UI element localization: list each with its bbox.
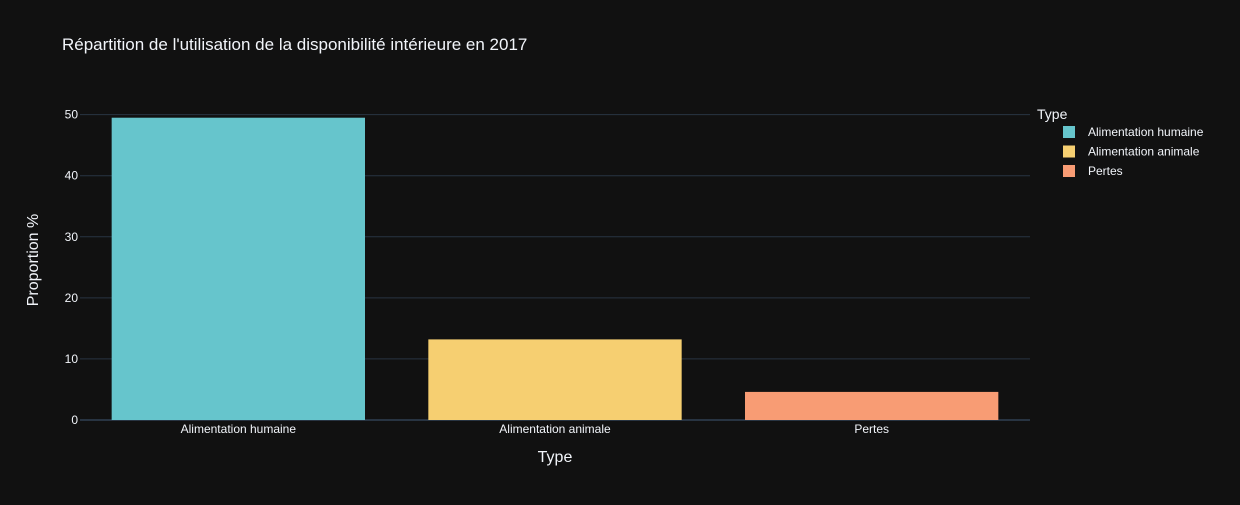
legend[interactable]: Type Alimentation humaine Alimentation an… — [1037, 106, 1204, 178]
y-tick-label: 10 — [65, 352, 79, 366]
y-tick-label: 20 — [65, 291, 79, 305]
y-tick-label: 30 — [65, 230, 79, 244]
x-tick-labels: Alimentation humaine Alimentation animale… — [181, 422, 889, 436]
legend-item-label: Alimentation animale — [1088, 145, 1200, 159]
legend-swatch — [1063, 126, 1075, 138]
bar — [428, 339, 682, 420]
legend-item-label: Alimentation humaine — [1088, 125, 1204, 139]
x-tick-label: Alimentation animale — [499, 422, 611, 436]
y-tick-label: 40 — [65, 169, 79, 183]
x-tick-label: Alimentation humaine — [181, 422, 297, 436]
bars — [111, 117, 999, 420]
x-axis-title: Type — [538, 449, 573, 466]
x-tick-label: Pertes — [854, 422, 889, 436]
legend-swatch — [1063, 165, 1075, 177]
y-axis-title: Proportion % — [25, 214, 42, 307]
bar — [745, 391, 999, 420]
y-tick-label: 0 — [71, 413, 78, 427]
y-tick-labels: 0 10 20 30 40 50 — [65, 108, 79, 427]
legend-swatch — [1063, 145, 1075, 158]
y-tick-label: 50 — [65, 108, 79, 122]
legend-title: Type — [1037, 106, 1068, 122]
bar — [111, 117, 366, 420]
chart-title: Répartition de l'utilisation de la dispo… — [62, 35, 527, 54]
legend-item-label: Pertes — [1088, 164, 1123, 178]
